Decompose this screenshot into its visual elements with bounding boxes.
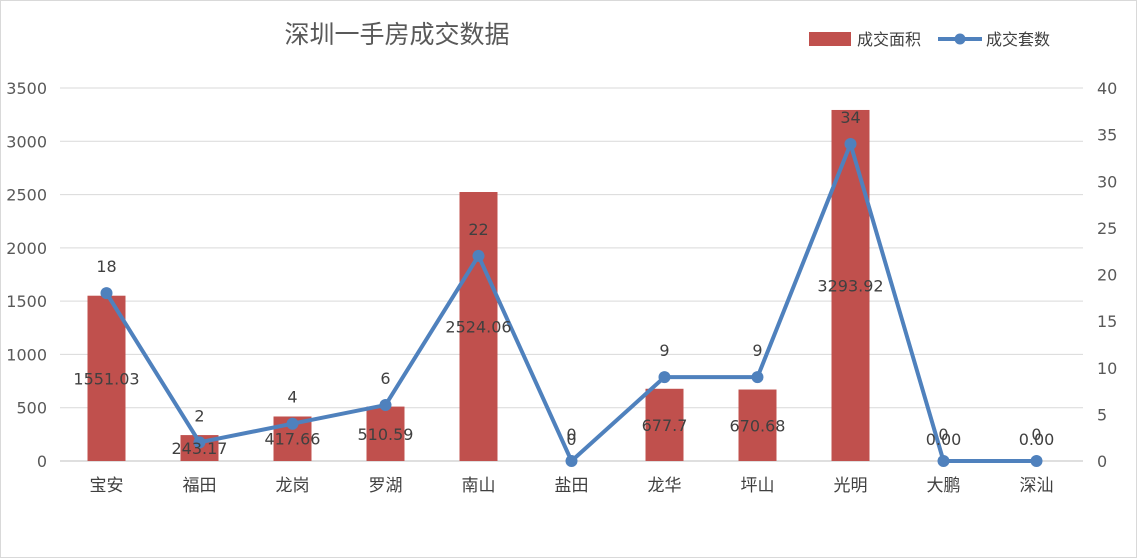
legend-bar-swatch <box>809 32 851 46</box>
right-axis-tick-label: 0 <box>1097 452 1107 471</box>
right-axis-tick-label: 30 <box>1097 172 1117 191</box>
left-axis: 0 500 1000 1500 2000 2500 3000 3500 <box>6 79 47 471</box>
category-label: 盐田 <box>555 476 589 496</box>
left-axis-tick-label: 2500 <box>6 186 47 205</box>
left-axis-tick-label: 3500 <box>6 79 47 98</box>
data-labels: 1551.03 243.17 417.66 510.59 2524.06 0 677.7 67… <box>73 108 1054 458</box>
right-axis-tick-label: 35 <box>1097 126 1117 145</box>
line-value-label: 4 <box>287 388 297 407</box>
category-axis: 宝安 福田 龙岗 罗湖 南山 盐田 龙华 坪山 光明 大鹏 深汕 <box>90 476 1054 496</box>
bar-value-label: 243.17 <box>172 439 228 458</box>
legend: 成交面积 成交套数 <box>809 30 1050 49</box>
right-axis: 0 5 10 15 20 25 30 35 40 <box>1097 79 1117 471</box>
line-point <box>565 455 578 467</box>
bar <box>645 388 684 461</box>
category-label: 罗湖 <box>369 476 403 496</box>
category-label: 龙华 <box>648 476 682 496</box>
line-value-label: 22 <box>468 220 488 239</box>
bar-value-label: 0 <box>566 430 576 449</box>
line-series <box>100 137 1043 467</box>
line-point <box>472 249 485 262</box>
line-point <box>844 137 857 150</box>
category-label: 南山 <box>462 476 496 496</box>
bar-value-label: 670.68 <box>730 416 786 435</box>
bar-value-label: 417.66 <box>265 430 321 449</box>
line-value-label: 2 <box>194 406 204 425</box>
line-point <box>100 287 113 300</box>
line-value-label: 9 <box>752 341 762 360</box>
bar-value-label: 2524.06 <box>445 318 511 337</box>
line-path <box>104 141 1037 463</box>
line-point <box>286 417 299 430</box>
bar-value-label: 0.00 <box>926 430 962 449</box>
line-value-label: 0 <box>566 425 576 444</box>
bar-series <box>87 109 870 461</box>
category-label: 坪山 <box>741 476 775 496</box>
bar <box>366 406 405 461</box>
category-label: 福田 <box>183 476 217 496</box>
line-value-label: 34 <box>840 108 860 127</box>
right-axis-tick-label: 10 <box>1097 359 1117 378</box>
right-axis-tick-label: 25 <box>1097 219 1117 238</box>
category-label: 光明 <box>834 476 868 496</box>
bar-value-label: 3293.92 <box>817 276 883 295</box>
right-axis-tick-label: 15 <box>1097 312 1117 331</box>
legend-line-label: 成交套数 <box>986 30 1050 49</box>
legend-line-marker <box>954 33 966 45</box>
line-point <box>1030 455 1043 467</box>
right-axis-tick-label: 40 <box>1097 79 1117 98</box>
line-point <box>379 399 392 412</box>
line-value-label: 0 <box>1031 425 1041 444</box>
left-axis-tick-label: 1000 <box>6 345 47 364</box>
bar-value-label: 0.00 <box>1019 430 1055 449</box>
legend-bar-label: 成交面积 <box>857 30 921 49</box>
right-axis-tick-label: 20 <box>1097 266 1117 285</box>
line-point <box>193 436 206 449</box>
gridlines <box>60 87 1083 462</box>
line-value-label: 6 <box>380 369 390 388</box>
category-label: 大鹏 <box>927 476 961 496</box>
right-axis-tick-label: 5 <box>1097 405 1107 424</box>
bar <box>831 109 870 461</box>
left-axis-tick-label: 3000 <box>6 132 47 151</box>
left-axis-tick-label: 500 <box>16 399 47 418</box>
bar <box>87 295 126 461</box>
bar <box>459 192 498 461</box>
line-value-label: 0 <box>938 425 948 444</box>
line-point <box>658 371 671 384</box>
category-label: 深汕 <box>1020 476 1054 496</box>
line-point <box>937 455 950 467</box>
bar-value-label: 510.59 <box>358 425 414 444</box>
bar-value-label: 1551.03 <box>73 369 139 388</box>
line-point <box>751 371 764 384</box>
left-axis-tick-label: 0 <box>37 452 47 471</box>
left-axis-tick-label: 2000 <box>6 239 47 258</box>
chart-title: 深圳一手房成交数据 <box>284 20 509 49</box>
category-label: 宝安 <box>90 476 124 496</box>
line-value-label: 18 <box>96 257 116 276</box>
line-value-label: 9 <box>659 341 669 360</box>
category-label: 龙岗 <box>276 476 310 496</box>
bar <box>738 389 777 461</box>
left-axis-tick-label: 1500 <box>6 292 47 311</box>
bar-value-label: 677.7 <box>642 416 688 435</box>
